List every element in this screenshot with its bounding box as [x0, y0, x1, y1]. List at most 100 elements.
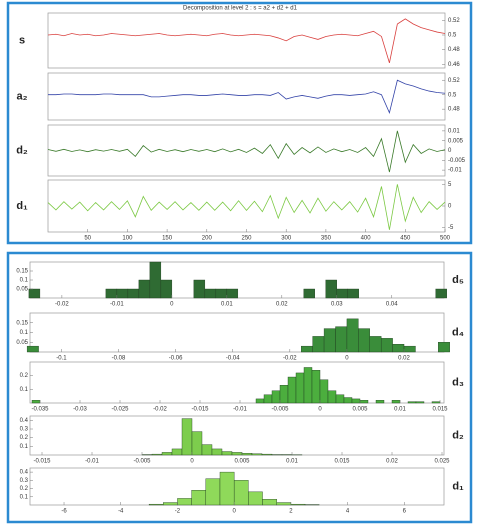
histogram-bar	[391, 400, 401, 404]
y-tick-label: -0.01	[448, 168, 462, 174]
histogram-bar	[323, 328, 336, 353]
x-tick-label: 200	[202, 236, 213, 242]
histogram-bar	[255, 398, 265, 404]
signal-line	[48, 79, 446, 115]
y-tick-label: 0.005	[448, 138, 464, 144]
x-tick-label: 0.04	[386, 302, 398, 308]
histogram-bar	[279, 385, 289, 404]
histogram-bar	[358, 328, 370, 353]
y-tick-label: 0.2	[20, 435, 29, 441]
x-tick-label: -0.02	[55, 302, 69, 308]
histogram-bar	[221, 451, 233, 456]
y-tick-label: -5	[448, 225, 454, 231]
histogram-bar	[262, 499, 277, 506]
histogram-bar	[375, 400, 385, 404]
x-tick-label: 0.005	[234, 459, 250, 465]
x-tick-label: 0.01	[394, 407, 406, 413]
y-tick-label: 0.1	[20, 444, 29, 450]
x-tick-label: 0.015	[334, 459, 350, 465]
signal-line	[47, 18, 446, 63]
x-tick-label: 300	[281, 236, 292, 242]
histogram-frame	[29, 361, 445, 404]
histogram-bar	[163, 502, 178, 506]
histogram-bar	[26, 345, 39, 353]
histogram-bar	[287, 376, 297, 404]
y-tick-label: 0.2	[20, 373, 29, 379]
x-tick-label: -0.015	[191, 407, 209, 413]
signal-line	[47, 130, 446, 173]
x-tick-label: -0.06	[169, 356, 183, 362]
subplot-frame	[47, 72, 446, 121]
histogram-bar	[181, 418, 193, 456]
series-label: d₁	[16, 200, 28, 212]
histogram-bar	[261, 453, 273, 456]
x-tick-label: 0	[232, 509, 236, 515]
y-tick-label: 0.48	[448, 107, 460, 113]
y-tick-label: 0.3	[20, 427, 29, 433]
y-tick-label: 0.46	[448, 62, 460, 68]
x-tick-label: 0.02	[386, 459, 398, 465]
histogram-bar	[276, 502, 292, 506]
histogram-bar	[151, 453, 163, 456]
series-label: a₂	[16, 90, 27, 102]
x-tick-label: 0.01	[286, 459, 298, 465]
x-tick-label: -0.01	[233, 407, 247, 413]
y-tick-label: 0.4	[20, 418, 29, 424]
series-label: s	[19, 34, 25, 46]
x-tick-label: -2	[175, 509, 181, 515]
histogram-bar	[311, 370, 321, 404]
histogram-label: d₁	[452, 480, 464, 492]
y-tick-label: 0.15	[16, 320, 28, 326]
x-tick-label: 0	[318, 407, 322, 413]
histogram-bar	[263, 394, 273, 404]
histogram-bar	[211, 448, 223, 456]
top-panel-border	[6, 1, 473, 245]
y-tick-label: 0.01	[448, 128, 460, 134]
histogram-bar	[336, 288, 348, 299]
histogram-bar	[380, 338, 393, 353]
histogram-bar	[403, 345, 416, 353]
histogram-bar	[215, 288, 228, 299]
histogram-bar	[319, 379, 329, 404]
y-tick-label: 0.2	[20, 486, 29, 492]
histogram-bar	[312, 336, 325, 353]
y-tick-label: 0.1	[20, 387, 29, 393]
x-tick-label: -6	[61, 509, 67, 515]
y-tick-label: 0.5	[448, 33, 457, 39]
x-tick-label: -0.01	[110, 302, 124, 308]
histogram-bar	[161, 452, 173, 456]
histogram-bar	[149, 261, 162, 299]
x-tick-label: -0.005	[271, 407, 289, 413]
y-tick-label: 0.05	[16, 287, 28, 293]
y-tick-label: 5	[448, 182, 452, 188]
histogram-bar	[219, 471, 235, 506]
histogram-bar	[295, 372, 305, 404]
x-tick-label: 0	[190, 459, 194, 465]
x-tick-label: -4	[118, 509, 124, 515]
x-tick-label: -0.1	[56, 356, 67, 362]
subplot-frame	[47, 12, 446, 69]
histogram-bar	[138, 279, 151, 299]
x-tick-label: 4	[346, 509, 350, 515]
x-tick-label: -0.02	[283, 356, 297, 362]
signal-line	[47, 184, 446, 230]
x-tick-label: 50	[84, 236, 91, 242]
histogram-bar	[233, 480, 249, 506]
y-tick-label: 0.52	[448, 18, 460, 24]
histogram-bar	[205, 478, 221, 506]
x-tick-label: 100	[122, 236, 133, 242]
x-tick-label: 450	[400, 236, 411, 242]
x-tick-label: 150	[162, 236, 173, 242]
histogram-bar	[325, 279, 337, 299]
histogram-bar	[148, 503, 164, 506]
histogram-bar	[407, 401, 417, 404]
histogram-bar	[171, 448, 183, 456]
histogram-bar	[303, 367, 313, 404]
y-tick-label: 0.1	[20, 330, 29, 336]
histogram-bar	[431, 401, 441, 404]
y-tick-label: 0.1	[20, 494, 29, 500]
y-tick-label: 0.5	[448, 92, 457, 98]
histogram-label: d₃	[452, 376, 464, 388]
histogram-bar	[31, 400, 41, 404]
